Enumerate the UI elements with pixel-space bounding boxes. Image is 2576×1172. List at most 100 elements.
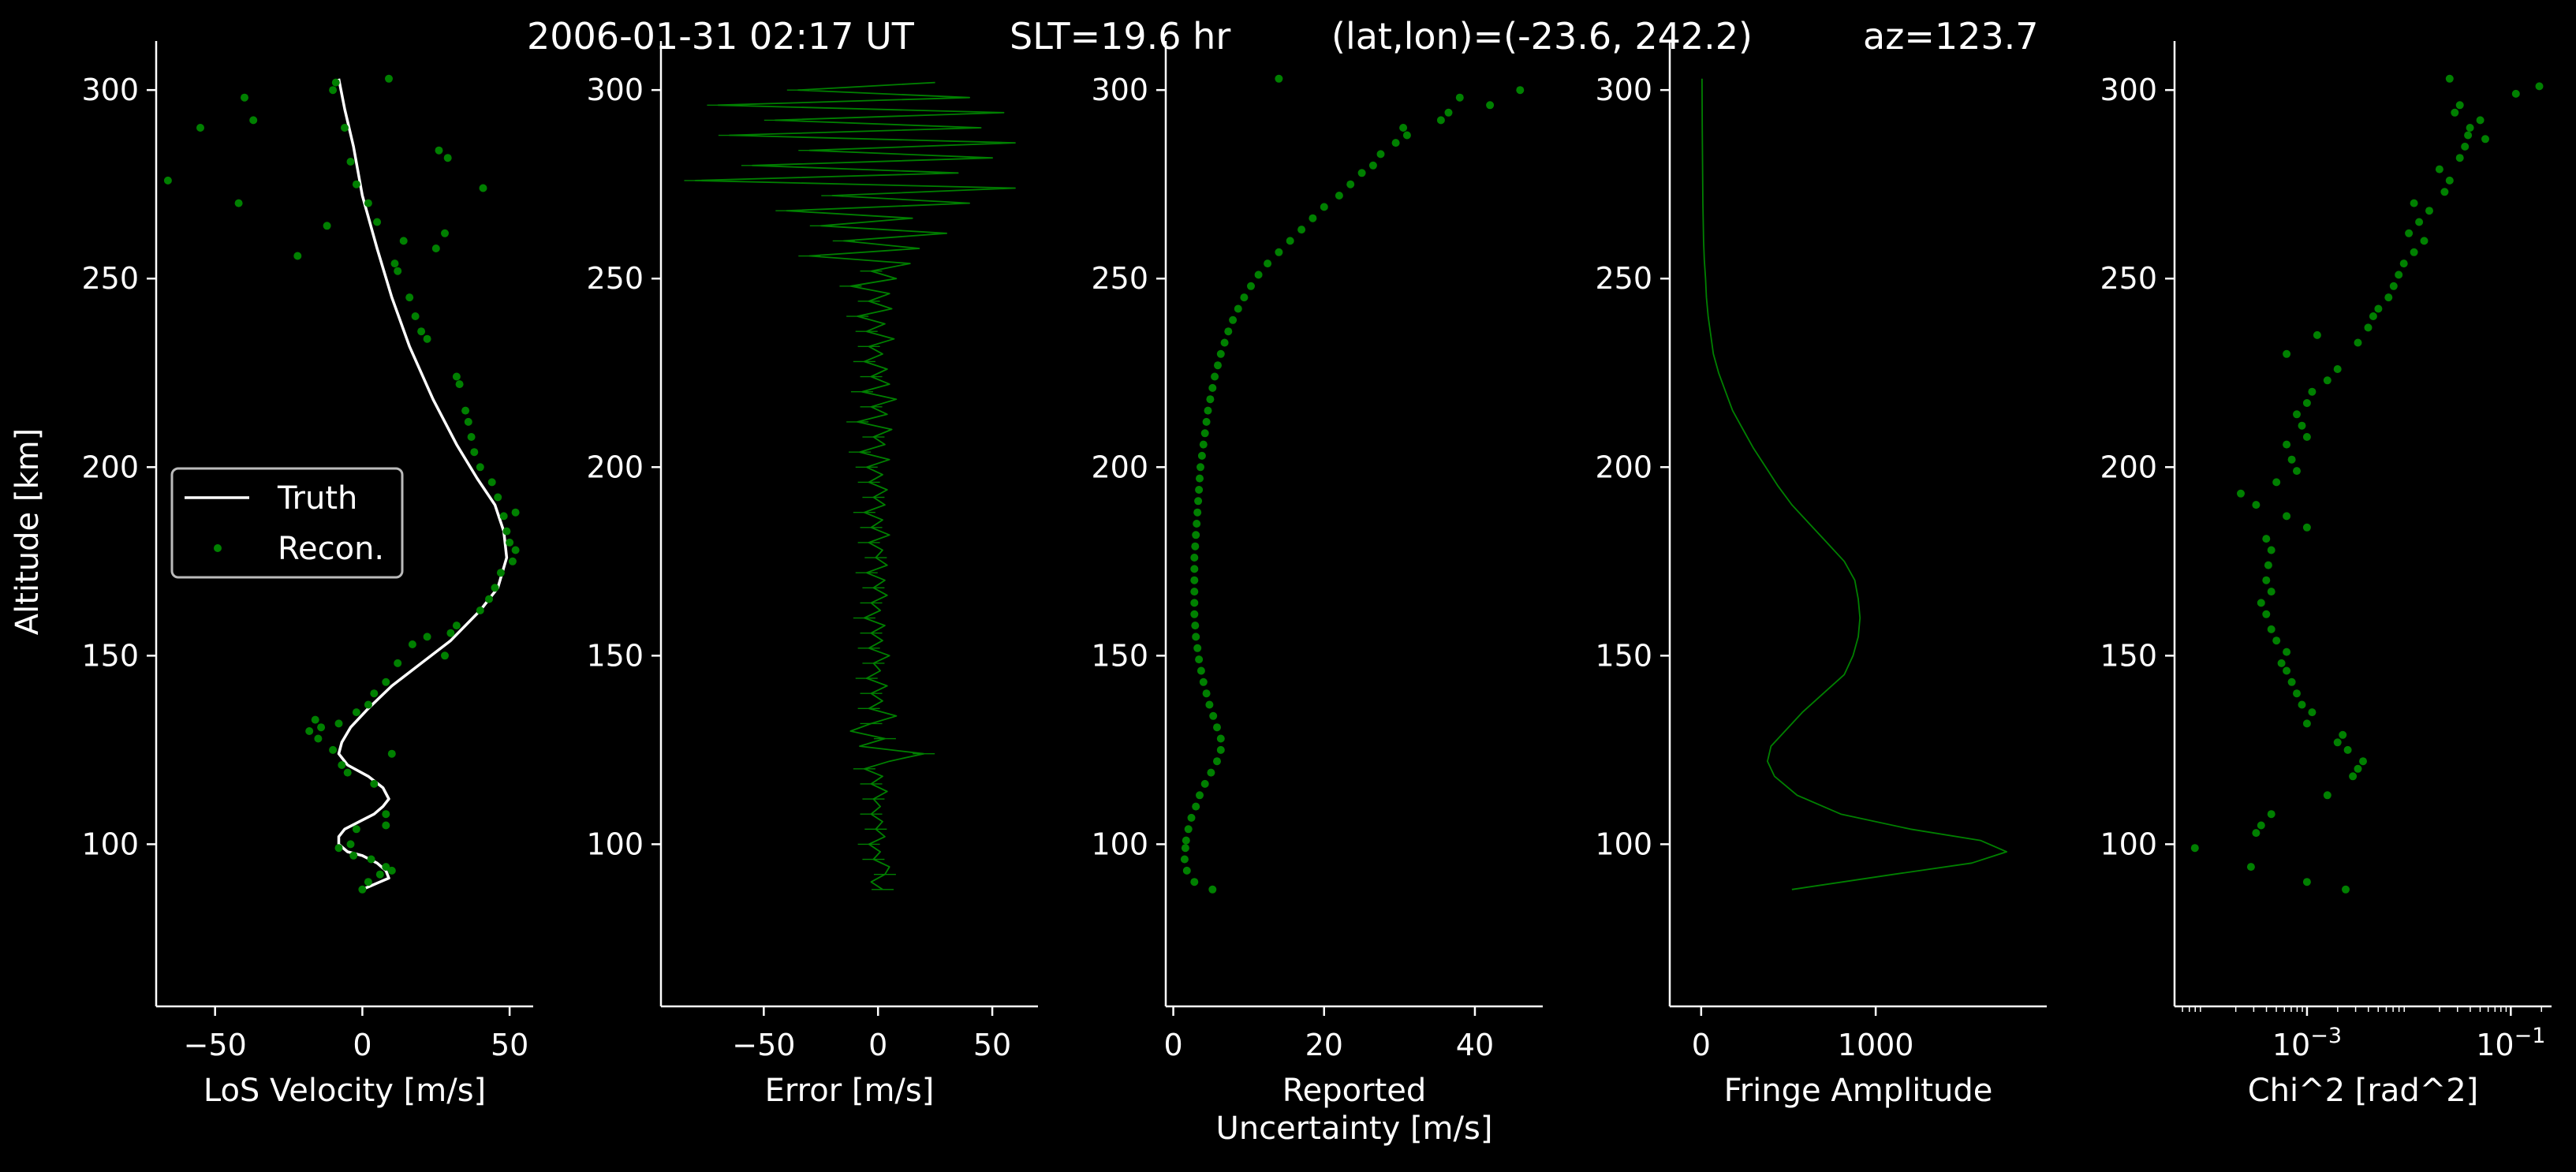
- reported-uncertainty-data-point: [1275, 248, 1283, 256]
- error-series-line: [694, 81, 1016, 890]
- chi-squared-data-point: [2277, 659, 2286, 667]
- chi-squared-data-point: [2342, 885, 2350, 894]
- chi-squared-data-point: [2262, 576, 2271, 584]
- chi-squared-data-point: [2308, 387, 2317, 396]
- los-velocity-data-point: [467, 433, 476, 441]
- reported-uncertainty-data-point: [1234, 304, 1242, 313]
- los-velocity-data-point: [163, 176, 172, 185]
- chi-squared-data-point: [2464, 131, 2473, 140]
- los-velocity-data-point: [375, 870, 384, 879]
- los-velocity-y-tick-label: 200: [81, 450, 139, 484]
- los-velocity-data-point: [399, 237, 408, 245]
- los-velocity-data-point: [470, 448, 479, 457]
- chi-squared-data-point: [2298, 421, 2306, 430]
- los-velocity-data-point: [441, 229, 449, 237]
- reported-uncertainty-data-point: [1208, 383, 1217, 392]
- reported-uncertainty-data-point: [1192, 633, 1200, 641]
- chi-squared-data-point: [2425, 207, 2433, 215]
- reported-uncertainty-y-tick-label: 300: [1091, 73, 1148, 107]
- los-velocity-data-point: [446, 629, 455, 637]
- chi-squared-data-point: [2374, 304, 2383, 313]
- fringe-amplitude-x-tick-label: 1000: [1838, 1028, 1914, 1062]
- chi-squared-data-point: [2262, 610, 2271, 618]
- reported-uncertainty-y-tick-label: 100: [1091, 827, 1148, 861]
- chi-squared-data-point: [2451, 108, 2459, 117]
- reported-uncertainty-y-tick-label: 150: [1091, 638, 1148, 673]
- legend-recon-label: Recon.: [278, 531, 384, 567]
- chi-squared-data-point: [2476, 116, 2485, 125]
- chi-squared-data-point: [2339, 730, 2347, 739]
- reported-uncertainty-data-point: [1193, 520, 1201, 528]
- reported-uncertainty-data-point: [1182, 866, 1191, 875]
- los-velocity-x-tick-label: −50: [184, 1028, 247, 1062]
- los-velocity-data-point: [408, 640, 416, 648]
- chi-squared-data-point: [2359, 757, 2367, 766]
- reported-uncertainty-data-point: [1320, 203, 1328, 211]
- chi-squared-data-point: [2302, 433, 2311, 441]
- los-velocity-data-point: [331, 78, 340, 87]
- reported-uncertainty-data-point: [1200, 779, 1209, 788]
- reported-uncertainty-data-point: [1190, 599, 1199, 607]
- chi-squared-data-point: [2252, 829, 2261, 838]
- reported-uncertainty-data-point: [1205, 700, 1214, 709]
- chi-squared-data-point: [2302, 878, 2311, 886]
- chi-squared-data-point: [2389, 282, 2398, 290]
- reported-uncertainty-data-point: [1216, 734, 1225, 743]
- reported-uncertainty-data-point: [1391, 139, 1400, 147]
- chi-squared-data-point: [2252, 501, 2261, 509]
- chi-squared-data-point: [2384, 293, 2393, 302]
- chi-squared-data-point: [2323, 791, 2331, 800]
- reported-uncertainty-data-point: [1192, 531, 1200, 539]
- chi-squared-data-point: [2354, 338, 2362, 347]
- los-velocity-x-tick-label: 0: [353, 1028, 371, 1062]
- los-velocity-data-point: [382, 821, 390, 830]
- reported-uncertainty-data-point: [1213, 757, 1221, 766]
- error-y-tick-label: 150: [586, 638, 644, 673]
- los-velocity-data-point: [329, 745, 338, 754]
- reported-uncertainty-data-point: [1187, 813, 1196, 822]
- reported-uncertainty-data-point: [1208, 885, 1217, 894]
- reported-uncertainty-data-point: [1335, 192, 1343, 200]
- panel-error: 100 150 200 250 300 −50 0 50 Error [m/s]: [586, 41, 1038, 1109]
- reported-uncertainty-data-point: [1247, 282, 1255, 290]
- reported-uncertainty-data-point: [1199, 677, 1208, 686]
- los-velocity-data-point: [370, 689, 379, 698]
- reported-uncertainty-data-point: [1214, 361, 1222, 370]
- panel-fringe-amplitude: 100 150 200 250 300 0 1000 Fringe Amplitude: [1595, 41, 2047, 1109]
- reported-uncertainty-data-point: [1254, 271, 1263, 279]
- reported-uncertainty-x-tick-label: 20: [1305, 1028, 1343, 1062]
- reported-uncertainty-data-point: [1376, 150, 1385, 159]
- los-velocity-data-point: [349, 851, 358, 860]
- reported-uncertainty-data-point: [1196, 474, 1204, 483]
- chi-squared-data-point: [2399, 259, 2408, 268]
- reported-uncertainty-data-point: [1195, 655, 1204, 664]
- chi-squared-data-point: [2267, 588, 2275, 596]
- los-velocity-data-point: [387, 749, 396, 758]
- legend: Truth Recon.: [170, 467, 404, 579]
- reported-uncertainty-data-point: [1199, 440, 1208, 449]
- chi-squared-data-point: [2481, 135, 2489, 144]
- fringe-amplitude-series-line: [1701, 78, 2008, 890]
- chi-squared-data-point: [2333, 365, 2342, 373]
- los-velocity-x-tick-label: 50: [491, 1028, 528, 1062]
- reported-uncertainty-data-point: [1202, 417, 1211, 426]
- los-velocity-data-point: [423, 633, 431, 641]
- los-velocity-data-point: [431, 244, 440, 252]
- los-velocity-data-point: [441, 651, 449, 660]
- los-velocity-data-point: [329, 86, 338, 95]
- chi-squared-data-point: [2283, 512, 2291, 521]
- chi-squared-data-point: [2410, 199, 2418, 207]
- chi-squared-data-point: [2354, 764, 2362, 773]
- los-velocity-data-point: [241, 93, 248, 102]
- reported-uncertainty-data-point: [1195, 486, 1204, 494]
- los-velocity-data-point: [334, 719, 343, 728]
- los-velocity-data-point: [452, 372, 461, 381]
- fringe-amplitude-y-tick-label: 250: [1595, 261, 1652, 296]
- los-velocity-data-point: [364, 700, 372, 709]
- los-velocity-data-point: [334, 844, 343, 853]
- reported-uncertainty-data-point: [1220, 338, 1229, 347]
- reported-uncertainty-data-point: [1402, 131, 1411, 140]
- panel-reported-uncertainty: 100 150 200 250 300 0 20 40 Reported Uncertainty …: [1091, 41, 1543, 1147]
- reported-uncertainty-data-point: [1357, 169, 1366, 177]
